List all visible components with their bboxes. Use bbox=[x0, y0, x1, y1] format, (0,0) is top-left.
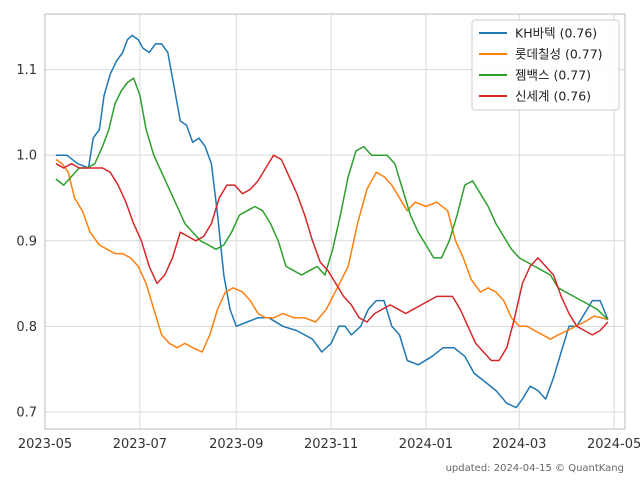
footer-text: updated: 2024-04-15 © QuantKang bbox=[446, 463, 624, 474]
x-tick-label: 2024-05 bbox=[587, 437, 640, 452]
series-line-4 bbox=[55, 154, 609, 362]
y-tick-label: 1.1 bbox=[16, 63, 37, 78]
plot-frame bbox=[44, 13, 626, 430]
x-tick-label: 2024-03 bbox=[492, 437, 546, 452]
series-line-1 bbox=[55, 34, 609, 409]
legend: KH바텍 (0.76) 롯데칠성 (0.77) 젬백스 (0.77) 신세계 (0.7… bbox=[471, 19, 620, 111]
legend-label-4: 신세계 (0.76) bbox=[515, 89, 591, 104]
x-tick-label: 2023-09 bbox=[209, 437, 263, 452]
y-tick-label: 0.9 bbox=[16, 234, 37, 249]
series-line-2 bbox=[55, 158, 609, 353]
legend-label-1: KH바텍 (0.76) bbox=[515, 26, 597, 41]
y-tick-label: 0.7 bbox=[16, 405, 37, 420]
x-axis: 2023-05 2023-07 2023-09 2023-11 2024-01 2024-… bbox=[18, 437, 640, 452]
legend-box bbox=[471, 19, 620, 111]
y-tick-label: 0.8 bbox=[16, 320, 37, 335]
x-tick-label: 2024-01 bbox=[399, 437, 453, 452]
legend-label-3: 젬백스 (0.77) bbox=[515, 68, 591, 83]
x-tick-label: 2023-05 bbox=[18, 437, 72, 452]
y-tick-label: 1.0 bbox=[16, 149, 37, 164]
series-layer bbox=[55, 34, 609, 409]
legend-label-2: 롯데칠성 (0.77) bbox=[515, 47, 603, 62]
x-tick-label: 2023-11 bbox=[304, 437, 358, 452]
y-axis: 0.7 0.8 0.9 1.0 1.1 bbox=[16, 63, 37, 420]
series-line-3 bbox=[55, 77, 609, 321]
x-tick-label: 2023-07 bbox=[113, 437, 167, 452]
